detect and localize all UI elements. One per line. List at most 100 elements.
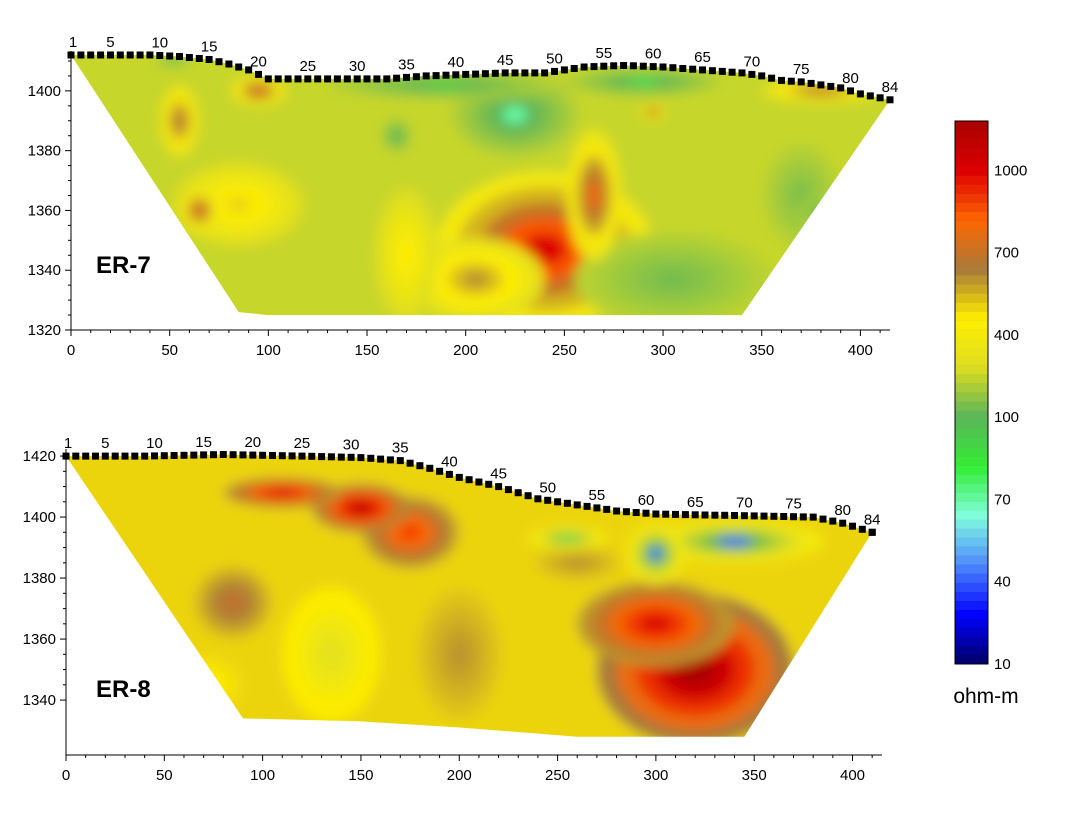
resistivity-anomaly bbox=[650, 110, 656, 114]
y-tick-label: 1380 bbox=[28, 143, 61, 160]
electrode-marker bbox=[721, 511, 729, 519]
x-tick-label: 350 bbox=[749, 342, 774, 359]
electrode-marker bbox=[452, 71, 460, 79]
electrode-marker bbox=[629, 62, 637, 70]
electrode-marker bbox=[249, 451, 257, 459]
electrode-marker bbox=[219, 451, 227, 458]
electrode-label: 65 bbox=[694, 49, 711, 66]
electrode-marker bbox=[738, 69, 746, 77]
colorbar-tick-label: 400 bbox=[994, 327, 1019, 344]
electrode-marker bbox=[787, 77, 795, 85]
electrode-label: 25 bbox=[294, 435, 311, 452]
resistivity-anomaly bbox=[253, 87, 264, 94]
electrode-label: 40 bbox=[441, 453, 458, 470]
resistivity-anomaly bbox=[270, 489, 295, 496]
electrode-marker bbox=[689, 65, 697, 73]
electrode-label: 10 bbox=[151, 34, 168, 51]
resistivity-anomaly bbox=[813, 207, 821, 214]
electrode-marker bbox=[514, 489, 522, 497]
electrode-marker bbox=[304, 75, 312, 83]
electrode-marker bbox=[274, 75, 282, 83]
x-tick-label: 200 bbox=[453, 342, 478, 359]
colorbar-cell bbox=[955, 220, 988, 230]
electrode-marker bbox=[603, 505, 611, 513]
electrode-marker bbox=[318, 453, 326, 461]
colorbar-cell bbox=[955, 483, 988, 493]
electrode-marker bbox=[269, 452, 276, 459]
electrode-marker bbox=[780, 513, 788, 520]
y-tick-label: 1320 bbox=[28, 322, 61, 339]
resistivity-anomaly bbox=[187, 672, 220, 697]
electrode-label: 60 bbox=[645, 46, 662, 63]
electrode-marker bbox=[472, 70, 480, 78]
electrode-label: 70 bbox=[736, 495, 753, 512]
electrode-marker bbox=[92, 452, 99, 460]
electrode-marker bbox=[590, 63, 598, 71]
electrode-marker bbox=[156, 52, 164, 59]
electrode-marker bbox=[245, 66, 253, 74]
colorbar-cell bbox=[955, 311, 988, 321]
colorbar-cells bbox=[955, 120, 988, 665]
colorbar-cell bbox=[955, 265, 988, 276]
colorbar-cell bbox=[955, 121, 988, 131]
colorbar-cell bbox=[955, 338, 988, 348]
electrode-marker bbox=[62, 452, 70, 460]
electrode-marker bbox=[72, 452, 80, 460]
electrode-marker bbox=[639, 62, 647, 70]
electrode-marker bbox=[819, 515, 827, 523]
electrode-marker bbox=[886, 96, 894, 104]
colorbar-cell bbox=[955, 519, 988, 529]
electrode-marker bbox=[200, 451, 208, 459]
resistivity-anomaly bbox=[653, 269, 693, 289]
electrode-label: 30 bbox=[343, 436, 360, 453]
colorbar-cell bbox=[955, 292, 988, 303]
colorbar-cell bbox=[955, 510, 988, 520]
electrode-marker bbox=[849, 522, 856, 530]
colorbar-tick-label: 1000 bbox=[994, 162, 1027, 179]
electrode-marker bbox=[422, 72, 430, 80]
electrode-marker bbox=[669, 64, 677, 72]
electrode-marker bbox=[255, 70, 262, 78]
colorbar-cell bbox=[955, 148, 988, 158]
electrode-marker bbox=[373, 75, 381, 83]
electrode-marker bbox=[432, 72, 440, 80]
colorbar-cell bbox=[955, 464, 988, 475]
electrode-label: 40 bbox=[447, 54, 464, 71]
electrode-marker bbox=[708, 67, 716, 75]
colorbar-unit: ohm-m bbox=[953, 685, 1018, 708]
electrode-marker bbox=[827, 82, 835, 90]
x-tick-label: 250 bbox=[552, 342, 577, 359]
x-tick-label: 100 bbox=[250, 767, 275, 784]
electrode-label: 15 bbox=[195, 434, 212, 451]
electrode-marker bbox=[560, 66, 568, 74]
electrode-marker bbox=[442, 71, 450, 79]
axes-er7: 0 50 100 150 200 250 300 350 400 1320 1340 1360 1380… bbox=[28, 51, 890, 359]
colorbar-tick-label: 100 bbox=[994, 409, 1019, 426]
electrode-marker bbox=[829, 517, 837, 525]
electrode-marker bbox=[298, 452, 306, 460]
colorbar-frame bbox=[954, 120, 989, 665]
electrode-marker bbox=[573, 501, 581, 509]
electrode-marker bbox=[195, 55, 203, 62]
colorbar-cell bbox=[955, 374, 988, 384]
electrode-marker bbox=[622, 508, 630, 516]
colorbar-cell bbox=[955, 555, 988, 565]
electrode-marker bbox=[728, 68, 736, 76]
colorbar-cell bbox=[955, 501, 988, 511]
x-tick-label: 150 bbox=[355, 342, 380, 359]
colorbar-cell bbox=[955, 329, 988, 339]
electrode-marker bbox=[620, 62, 628, 69]
colorbar-cell bbox=[955, 383, 988, 393]
colorbar-cell bbox=[955, 627, 988, 638]
resistivity-anomaly bbox=[450, 640, 468, 668]
electrode-marker bbox=[259, 451, 267, 459]
colorbar-cell bbox=[955, 157, 988, 167]
electrode-marker bbox=[190, 451, 198, 459]
electrode-marker bbox=[393, 74, 401, 82]
electrode-marker bbox=[718, 67, 726, 75]
electrode-marker bbox=[485, 480, 493, 488]
electrode-marker bbox=[239, 451, 247, 459]
colorbar-cell bbox=[955, 636, 988, 647]
electrode-marker bbox=[809, 513, 817, 521]
